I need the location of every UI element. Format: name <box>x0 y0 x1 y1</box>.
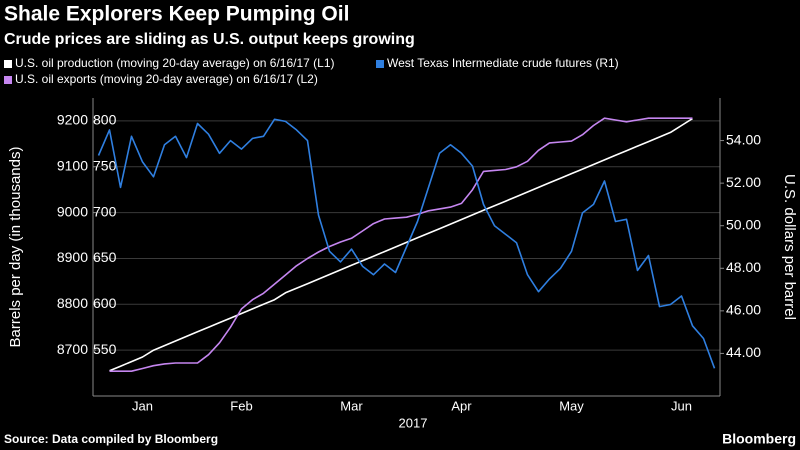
y-tick-label: 9200 <box>57 112 88 128</box>
y-tick-label: 9000 <box>57 203 88 219</box>
chart-title: Shale Explorers Keep Pumping Oil <box>4 3 349 26</box>
brand: Bloomberg <box>722 431 796 447</box>
y2-tick-label: 54.00 <box>726 131 761 147</box>
y2-tick-label: 44.00 <box>726 344 761 360</box>
legend-swatch <box>4 60 12 68</box>
y3-tick-label: 800 <box>93 112 117 128</box>
series-line <box>97 118 716 369</box>
y-axis-label: Barrels per day (in thousands) <box>7 147 24 348</box>
legend-label: West Texas Intermediate crude futures (R… <box>387 56 619 70</box>
y3-tick-label: 600 <box>93 295 117 311</box>
legend-label: U.S. oil exports (moving 20-day average)… <box>15 72 318 86</box>
y-tick-label: 8800 <box>57 295 88 311</box>
x-tick-label: Feb <box>230 398 252 413</box>
y2-axis-label: U.S. dollars per barrel <box>781 174 798 320</box>
legend-label: U.S. oil production (moving 20-day avera… <box>15 56 335 70</box>
y2-tick-label: 46.00 <box>726 302 761 318</box>
y-tick-label: 8700 <box>57 341 88 357</box>
y3-tick-label: 650 <box>93 249 117 265</box>
series-line <box>109 117 693 372</box>
x-tick-label: Mar <box>340 398 363 413</box>
x-tick-label: Jan <box>132 398 153 413</box>
legend-swatch <box>4 76 12 84</box>
x-tick-label: Apr <box>451 398 472 413</box>
y3-tick-label: 700 <box>93 203 117 219</box>
y2-tick-label: 50.00 <box>726 216 761 232</box>
y3-tick-label: 750 <box>93 157 117 173</box>
series-line <box>109 117 693 372</box>
x-axis-label: 2017 <box>399 415 428 430</box>
legend-swatch <box>376 60 384 68</box>
source: Source: Data compiled by Bloomberg <box>4 432 218 446</box>
x-tick-label: May <box>559 398 584 413</box>
y3-tick-label: 550 <box>93 341 117 357</box>
y2-tick-label: 52.00 <box>726 174 761 190</box>
y-tick-label: 8900 <box>57 249 88 265</box>
x-tick-label: Jun <box>671 398 692 413</box>
chart-subtitle: Crude prices are sliding as U.S. output … <box>4 31 415 48</box>
y2-tick-label: 48.00 <box>726 259 761 275</box>
y-tick-label: 9100 <box>57 157 88 173</box>
